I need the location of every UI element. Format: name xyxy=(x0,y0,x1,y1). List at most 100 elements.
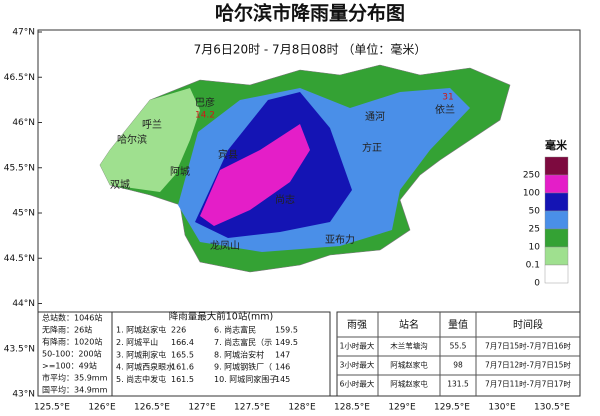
lon-label: 127°E xyxy=(188,403,216,413)
place-label: 宾县 xyxy=(218,148,238,161)
table-cell: 7月7日15时-7月7日16时 xyxy=(485,341,571,351)
place-label: 方正 xyxy=(362,141,382,154)
table-cell: 3小时最大 xyxy=(340,360,375,370)
top10-value: 161.6 xyxy=(171,363,194,372)
legend-label: 0 xyxy=(534,279,540,289)
top10-name: 5. 尚志中发屯 xyxy=(116,374,166,384)
title: 哈尔滨市降雨量分布图 xyxy=(215,2,405,25)
table-cell: 55.5 xyxy=(450,342,467,351)
legend-band xyxy=(544,192,569,212)
legend-label: 10 xyxy=(529,243,541,253)
lon-label: 130°E xyxy=(488,403,516,413)
legend-label: 250 xyxy=(523,171,540,181)
top10-value: 226 xyxy=(171,326,186,335)
place-label: 巴彦 xyxy=(195,96,215,109)
table-cell: 木兰苇塘沟 xyxy=(390,341,428,351)
legend-band xyxy=(544,264,569,284)
legend-label: 0.1 xyxy=(526,261,540,271)
place-label: 通河 xyxy=(365,111,385,123)
lat-label: 43.5°N xyxy=(4,344,35,354)
top10-title: 降雨量最大前10站(mm) xyxy=(169,311,274,323)
place-label: 阿城 xyxy=(170,166,190,178)
lat-label: 45°N xyxy=(12,209,35,219)
table-header: 量值 xyxy=(448,318,468,331)
stats-line: 市平均：35.9mm xyxy=(42,373,108,383)
place-label: 呼兰 xyxy=(142,118,162,131)
lat-label: 43°N xyxy=(12,390,35,400)
lon-label: 128°E xyxy=(288,403,316,413)
legend-band xyxy=(544,228,569,248)
legend-band xyxy=(544,174,569,194)
rain-areas xyxy=(99,64,511,273)
station-value: 31 xyxy=(442,93,453,103)
stats-line: 无降雨：26站 xyxy=(42,325,92,335)
legend-title: 毫米 xyxy=(545,138,568,152)
area-light-green xyxy=(100,88,200,192)
table-cell: 98 xyxy=(453,361,463,370)
table-cell: 1小时最大 xyxy=(340,341,375,351)
lat-label: 45.5°N xyxy=(4,163,35,173)
top10-value: 145 xyxy=(275,375,290,384)
lon-label: 127.5°E xyxy=(234,403,270,413)
place-label: 尚志 xyxy=(275,193,295,206)
place-label: 哈尔滨 xyxy=(117,133,147,146)
place-label: 依兰 xyxy=(435,103,455,116)
top10-name: 9. 阿城钢铁厂（ xyxy=(214,362,272,372)
top10-value: 159.5 xyxy=(275,326,298,335)
table-cell: 6小时最大 xyxy=(340,379,375,389)
top10-value: 161.5 xyxy=(171,375,194,384)
table-header: 站名 xyxy=(399,318,419,331)
top10-value: 146 xyxy=(275,363,290,372)
stats-line: 50-100：200站 xyxy=(42,349,102,359)
place-label: 亚布力 xyxy=(325,233,355,246)
top10-value: 149.5 xyxy=(275,338,298,347)
stats-line: >=100：49站 xyxy=(42,361,97,371)
legend-band xyxy=(544,246,569,266)
table-cell: 131.5 xyxy=(447,380,469,389)
top10-name: 3. 阿城荆家屯 xyxy=(116,349,166,359)
lon-label: 126.5°E xyxy=(134,403,170,413)
table-cell: 7月7日12时-7月7日15时 xyxy=(485,360,571,370)
table-cell: 阿城赵家屯 xyxy=(390,379,428,389)
subtitle: 7月6日20时 - 7月8日08时 （单位：毫米） xyxy=(194,42,427,57)
lon-label: 125.5°E xyxy=(34,403,70,413)
top10-name: 6. 尚志富民 xyxy=(214,325,256,335)
stats-line: 总站数：1046站 xyxy=(42,313,102,323)
legend-band xyxy=(544,156,569,176)
legend-label: 25 xyxy=(529,225,540,235)
top10-name: 7. 尚志富民（示 xyxy=(214,337,272,347)
top10-value: 147 xyxy=(275,350,290,359)
lat-label: 47°N xyxy=(12,28,35,38)
top10-value: 166.4 xyxy=(171,338,194,347)
lon-label: 129.5°E xyxy=(434,403,470,413)
stats-line: 国平均：34.9mm xyxy=(42,385,108,395)
lon-label: 126°E xyxy=(88,403,116,413)
top10-name: 4. 阿城西泉眼水 xyxy=(116,362,174,372)
legend-band xyxy=(544,210,569,230)
top10-name: 1. 阿城赵家屯 xyxy=(116,325,166,335)
lat-label: 46.5°N xyxy=(4,73,35,83)
place-label: 龙凤山 xyxy=(210,239,240,252)
top10-name: 2. 阿城平山 xyxy=(116,337,158,347)
table-cell: 阿城赵家屯 xyxy=(390,360,428,370)
stats-box xyxy=(37,311,113,397)
table-cell: 7月7日11时-7月7日17时 xyxy=(485,379,571,389)
area-magenta xyxy=(200,124,310,226)
stats-line: 有降雨：1020站 xyxy=(42,337,102,347)
lon-label: 128.5°E xyxy=(334,403,370,413)
lon-label: 129°E xyxy=(388,403,416,413)
top10-value: 165.5 xyxy=(171,350,194,359)
legend-label: 50 xyxy=(529,207,541,217)
lat-label: 44°N xyxy=(12,299,35,309)
place-label: 双城 xyxy=(110,179,130,191)
lon-label: 130.5°E xyxy=(534,403,570,413)
top10-box xyxy=(111,311,331,397)
lat-label: 44.5°N xyxy=(4,254,35,264)
top10-name: 8. 阿城治安村 xyxy=(214,349,264,359)
top10-name: 10. 阿城同家围子 xyxy=(214,374,277,384)
lat-label: 46°N xyxy=(12,118,35,128)
table-header: 时间段 xyxy=(513,318,543,331)
legend-label: 100 xyxy=(523,189,540,199)
table-header: 雨强 xyxy=(347,319,367,331)
